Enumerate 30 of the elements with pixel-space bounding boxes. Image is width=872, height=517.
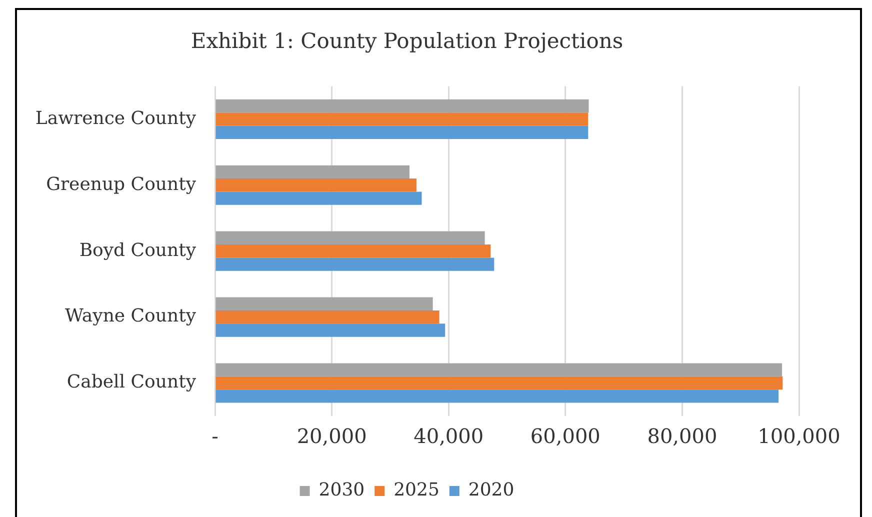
x-tick-label: 40,000 [414,424,484,448]
y-tick-label: Cabell County [66,372,197,393]
bar [216,324,446,337]
bar [216,112,588,126]
bar [216,258,494,271]
legend-label: 2020 [468,480,514,501]
y-tick-label: Greenup County [46,174,197,195]
bar [216,310,440,324]
legend-label: 2030 [318,480,365,501]
chart-title: Exhibit 1: County Population Projections [190,29,624,54]
bar [216,165,410,179]
bar [216,126,588,139]
legend-label: 2025 [394,480,440,501]
x-tick-label: 80,000 [647,424,718,448]
y-tick-label: Lawrence County [35,108,197,129]
x-tick-label: - [212,424,218,448]
bar [216,178,416,192]
bar [216,376,783,390]
x-tick-label: 20,000 [296,424,367,448]
bar [216,363,782,376]
y-tick-label: Boyd County [79,240,197,261]
bar [216,192,422,205]
y-tick-label: Wayne County [64,306,197,327]
x-tick-label: 100,000 [758,424,840,448]
bar [216,390,779,403]
x-tick-label: 60,000 [530,424,600,448]
bar [216,244,491,258]
bar [216,99,589,113]
bar [216,231,485,245]
bar [216,297,433,310]
